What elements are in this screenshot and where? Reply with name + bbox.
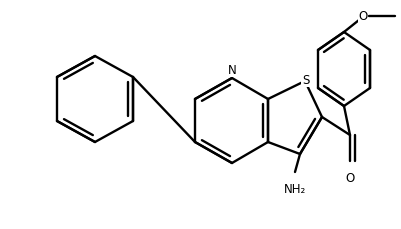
Text: O: O xyxy=(357,11,367,23)
Text: O: O xyxy=(344,171,354,184)
Text: N: N xyxy=(227,64,236,77)
Text: NH₂: NH₂ xyxy=(283,182,306,195)
Text: S: S xyxy=(302,74,309,87)
